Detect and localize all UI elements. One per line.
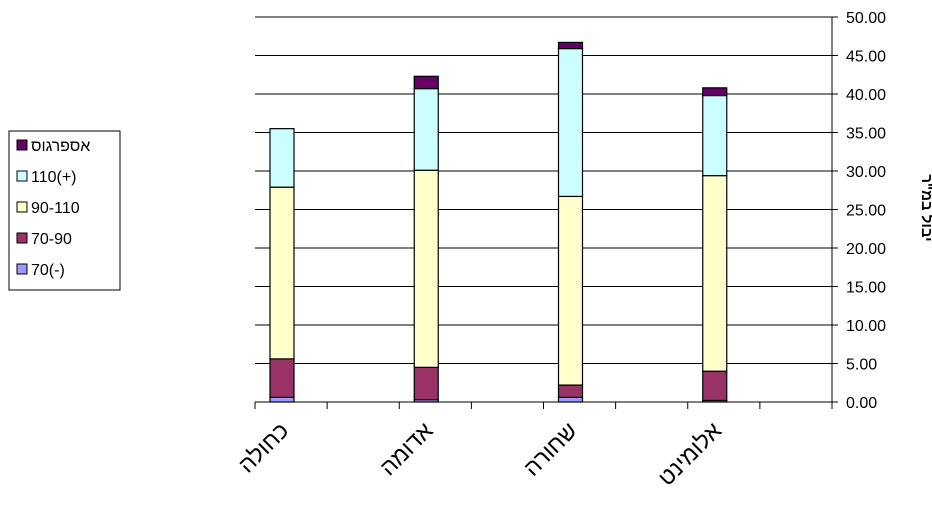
bar-segment	[702, 370, 728, 402]
y-tick-label: 30.00	[846, 164, 886, 181]
bar-segment	[702, 94, 728, 177]
legend-label: 70(-)	[31, 262, 65, 279]
y-tick-label: 40.00	[846, 87, 886, 104]
bar-segment	[269, 358, 295, 398]
bar-segment	[269, 396, 295, 403]
bar-segment	[269, 128, 295, 188]
legend-swatch	[16, 263, 28, 275]
y-tick-label: 25.00	[846, 203, 886, 220]
bar-segment	[702, 175, 728, 372]
category-label: אדומה	[374, 417, 438, 481]
bar-segment	[557, 195, 584, 386]
bar-segment	[413, 75, 439, 90]
bar-segment	[413, 88, 439, 171]
bar-segment	[702, 87, 728, 97]
legend-label: אספרגוס	[31, 138, 90, 155]
legend-label: 110(+)	[31, 169, 77, 186]
legend: אספרגוס 110(+) 90-110 70-90 70(-)	[8, 130, 121, 291]
bar-segment	[557, 41, 584, 50]
bar-segment	[413, 366, 439, 401]
y-tick-label: 20.00	[846, 241, 886, 258]
y-tick-label: 50.00	[846, 10, 886, 27]
y-tick-label: 10.00	[846, 318, 886, 335]
y-tick-label: 45.00	[846, 49, 886, 66]
y-axis-label: יבול במ"ר	[918, 174, 932, 241]
bar-segment	[413, 169, 439, 368]
axes	[254, 17, 833, 409]
legend-swatch	[16, 170, 28, 182]
legend-swatch	[16, 201, 28, 213]
y-tick-labels: 0.00 5.00 10.00 15.00 20.00 25.00 30.00 35.00 40…	[846, 10, 886, 412]
category-label: כחולה	[233, 417, 293, 477]
bar-segment	[557, 384, 584, 398]
bar-segment	[557, 396, 584, 403]
y-tick-label: 15.00	[846, 280, 886, 297]
legend-label: 70-90	[31, 231, 72, 248]
category-label: שחורה	[518, 417, 582, 481]
legend-swatch	[16, 232, 28, 244]
legend-swatch	[16, 139, 28, 151]
y-tick-label: 35.00	[846, 126, 886, 143]
gridlines	[255, 16, 838, 403]
category-label: אלומינט	[653, 417, 727, 491]
legend-label: 90-110	[31, 200, 80, 217]
category-labels: כחולה אדומה שחורה אלומינט	[233, 417, 727, 491]
y-tick-label: 5.00	[846, 357, 877, 374]
bar-segment	[269, 186, 295, 360]
bars	[269, 41, 728, 403]
y-tick-label: 0.00	[846, 395, 877, 412]
bar-segment	[557, 47, 584, 198]
